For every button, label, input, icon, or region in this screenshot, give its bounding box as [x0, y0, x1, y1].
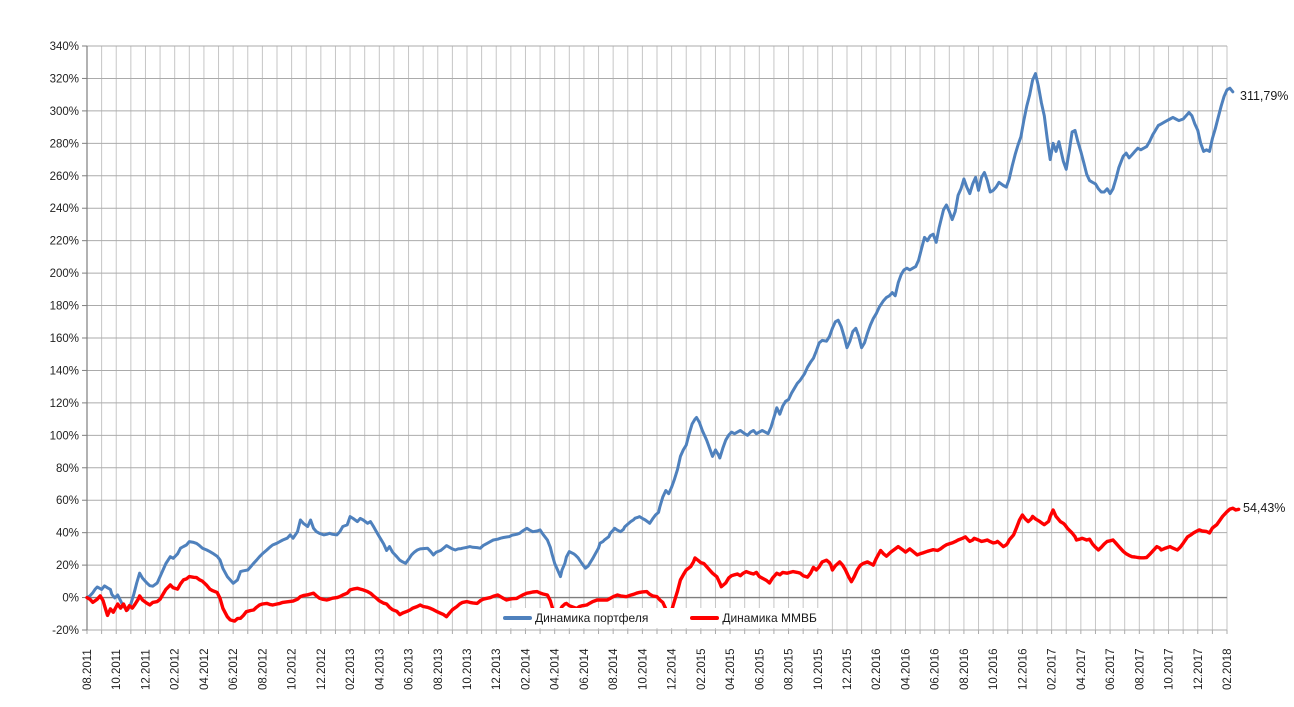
x-tick-label: 06.2012	[228, 648, 240, 690]
x-tick-label: 08.2017	[1134, 648, 1146, 690]
y-tick-label: 100%	[50, 430, 79, 442]
x-tick-label: 04.2013	[374, 648, 386, 690]
x-tick-label: 06.2015	[754, 648, 766, 690]
y-tick-label: 320%	[50, 73, 79, 85]
x-tick-label: 10.2017	[1164, 648, 1176, 690]
x-tick-label: 08.2015	[784, 648, 796, 690]
legend-label-portfolio: Динамика портфеля	[535, 611, 649, 625]
x-tick-label: 02.2014	[520, 648, 532, 690]
legend-label-micex: Динамика ММВБ	[722, 611, 817, 625]
x-tick-label: 10.2016	[988, 648, 1000, 690]
x-tick-label: 04.2012	[199, 648, 211, 690]
x-tick-label: 10.2011	[111, 649, 123, 690]
x-tick-label: 12.2014	[667, 648, 679, 690]
legend-item-portfolio[interactable]: Динамика портфеля	[503, 611, 648, 625]
x-tick-label: 06.2013	[404, 648, 416, 690]
y-tick-label: 140%	[50, 365, 79, 377]
y-tick-label: -20%	[52, 625, 79, 637]
x-tick-label: 12.2013	[491, 648, 503, 690]
y-tick-label: 20%	[56, 560, 79, 572]
x-tick-label: 12.2016	[1017, 648, 1029, 690]
x-tick-label: 02.2016	[871, 648, 883, 690]
y-tick-label: 0%	[62, 593, 79, 605]
micex-end-value-label: 54,43%	[1243, 501, 1286, 515]
x-tick-label: 12.2012	[316, 648, 328, 690]
legend-item-micex[interactable]: Динамика ММВБ	[690, 611, 817, 625]
x-tick-label: 12.2015	[842, 648, 854, 690]
y-tick-label: 180%	[50, 301, 79, 313]
x-tick-label: 10.2013	[462, 648, 474, 690]
x-tick-label: 04.2014	[550, 648, 562, 690]
portfolio-end-value-label: 311,79%	[1240, 89, 1289, 103]
x-tick-label: 04.2016	[900, 648, 912, 690]
x-tick-label: 06.2016	[930, 648, 942, 690]
micex-series-line	[85, 506, 1241, 623]
x-tick-label: 10.2015	[813, 648, 825, 690]
y-tick-label: 200%	[50, 268, 79, 280]
chart-legend: Динамика портфеля Динамика ММВБ	[497, 608, 823, 628]
y-tick-label: 300%	[50, 106, 79, 118]
x-tick-label: 12.2017	[1193, 648, 1205, 690]
y-tick-label: 120%	[50, 398, 79, 410]
x-tick-label: 06.2017	[1105, 648, 1117, 690]
y-tick-label: 340%	[50, 41, 79, 53]
portfolio-series-line	[85, 72, 1235, 612]
y-tick-label: 240%	[50, 203, 79, 215]
y-tick-label: 220%	[50, 236, 79, 248]
y-tick-label: 80%	[56, 463, 79, 475]
x-tick-label: 02.2017	[1047, 648, 1059, 690]
x-tick-label: 04.2017	[1076, 648, 1088, 690]
x-tick-label: 08.2013	[433, 648, 445, 690]
y-tick-label: 160%	[50, 333, 79, 345]
x-tick-label: 08.2014	[608, 648, 620, 690]
x-tick-label: 08.2016	[959, 648, 971, 690]
x-tick-label: 02.2012	[170, 648, 182, 690]
x-tick-label: 02.2018	[1222, 648, 1234, 690]
x-tick-label: 12.2011	[140, 649, 152, 690]
micex-line-swatch-icon	[690, 616, 720, 620]
y-tick-label: 60%	[56, 495, 79, 507]
x-tick-label: 10.2012	[287, 648, 299, 690]
x-tick-label: 10.2014	[637, 648, 649, 690]
x-tick-label: 02.2015	[696, 648, 708, 690]
x-tick-label: 02.2013	[345, 648, 357, 690]
x-tick-label: 08.2012	[257, 648, 269, 690]
y-tick-label: 280%	[50, 138, 79, 150]
x-tick-label: 06.2014	[579, 648, 591, 690]
portfolio-line-swatch-icon	[503, 616, 532, 620]
x-tick-label: 04.2015	[725, 648, 737, 690]
y-tick-label: 260%	[50, 171, 79, 183]
y-tick-label: 40%	[56, 528, 79, 540]
x-tick-label: 08.2011	[82, 649, 94, 690]
